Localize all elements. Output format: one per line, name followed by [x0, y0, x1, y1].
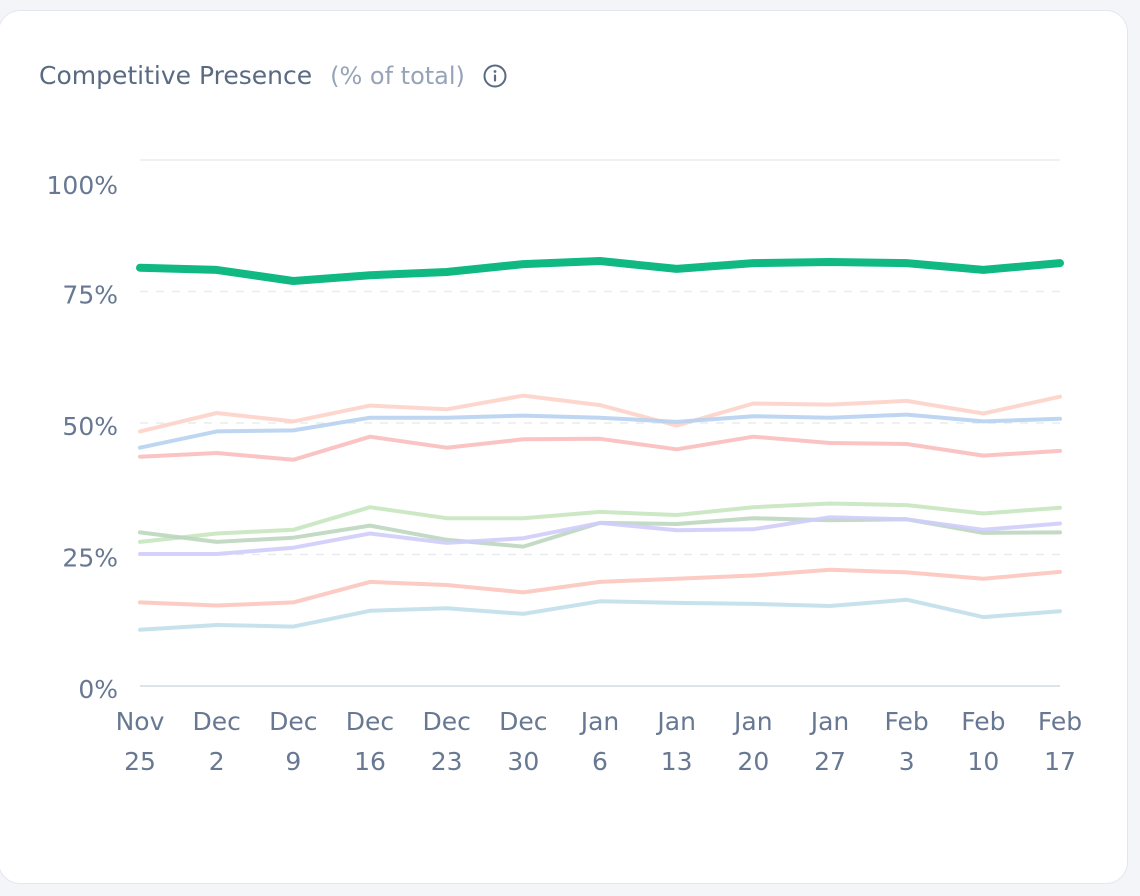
y-tick-label: 25% — [62, 544, 118, 573]
series-line-9 — [136, 257, 1064, 285]
x-tick-label: Jan — [579, 707, 620, 736]
x-tick-label: Nov — [116, 707, 165, 736]
x-tick-label: 27 — [814, 747, 846, 776]
chart-title: Competitive Presence — [39, 61, 313, 90]
x-tick-label: Dec — [269, 707, 317, 736]
y-tick-label: 75% — [62, 281, 118, 310]
x-tick-label: Jan — [655, 707, 696, 736]
x-tick-label: 3 — [899, 747, 915, 776]
chart-subtitle: (% of total) — [330, 61, 465, 90]
x-tick-label: 30 — [507, 747, 539, 776]
x-tick-label: 9 — [285, 747, 301, 776]
series-line-4 — [138, 501, 1062, 544]
x-tick-label: 20 — [737, 747, 769, 776]
x-tick-label: Dec — [192, 707, 240, 736]
x-tick-label: Dec — [422, 707, 470, 736]
chart-card: Competitive Presence (% of total) — [0, 10, 1128, 884]
x-tick-label: Dec — [499, 707, 547, 736]
series-line-3 — [138, 434, 1062, 462]
x-tick-label: 23 — [431, 747, 463, 776]
x-tick-label: 6 — [592, 747, 608, 776]
y-tick-label: 100% — [47, 171, 118, 200]
y-tick-label: 0% — [78, 675, 118, 704]
x-tick-label: Feb — [885, 707, 929, 736]
x-tick-label: Dec — [346, 707, 394, 736]
series-line-7 — [138, 567, 1062, 608]
x-tick-label: 16 — [354, 747, 386, 776]
info-circle-icon[interactable] — [483, 64, 507, 88]
x-tick-label: Feb — [961, 707, 1005, 736]
x-tick-label: Feb — [1038, 707, 1082, 736]
x-tick-label: 25 — [124, 747, 156, 776]
x-tick-label: 10 — [967, 747, 999, 776]
series-line-6 — [138, 515, 1062, 556]
x-tick-label: Jan — [732, 707, 773, 736]
x-tick-label: 17 — [1044, 747, 1076, 776]
x-tick-label: 2 — [209, 747, 225, 776]
series-line-8 — [138, 597, 1062, 632]
x-tick-label: Jan — [809, 707, 850, 736]
y-tick-label: 50% — [62, 412, 118, 441]
series-line-2 — [138, 412, 1062, 450]
chart-header: Competitive Presence (% of total) — [39, 61, 507, 90]
x-tick-label: 13 — [661, 747, 693, 776]
series-line-1 — [138, 393, 1062, 434]
